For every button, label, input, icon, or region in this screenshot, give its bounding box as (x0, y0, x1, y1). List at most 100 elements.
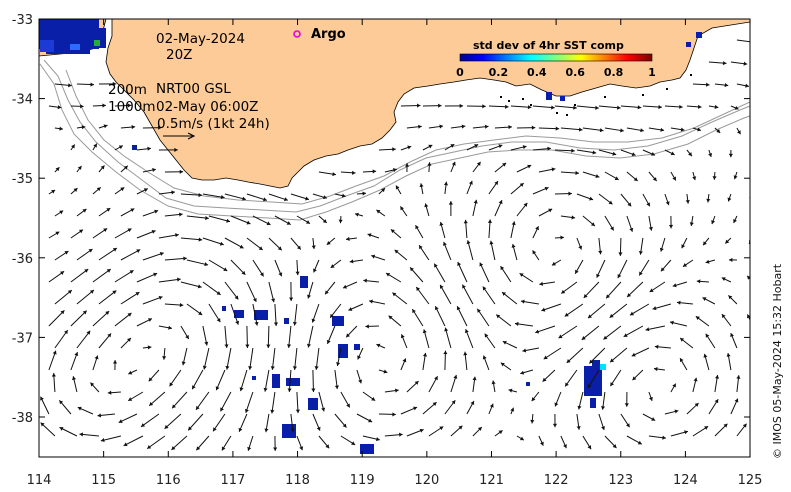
current-vector-head (103, 124, 108, 129)
current-vector-head (601, 426, 605, 431)
current-vector-head (679, 358, 684, 363)
current-vector-head (654, 344, 659, 349)
current-vector-head (703, 241, 707, 246)
current-vector-head (216, 318, 221, 323)
colorbar-tick-label: 0.4 (527, 66, 547, 79)
current-vector-head (106, 208, 111, 212)
current-vector (554, 105, 577, 109)
current-vector-head (712, 176, 717, 180)
current-vector-head (724, 83, 729, 88)
current-vector (70, 310, 88, 327)
current-vector (482, 286, 496, 305)
current-vector-head (541, 307, 546, 312)
current-vector-head (283, 197, 288, 202)
current-vector-head (192, 385, 196, 390)
current-vector-head (55, 231, 60, 236)
current-vector-head (535, 226, 539, 231)
current-vector-head (444, 327, 449, 332)
current-vector-head (715, 375, 720, 379)
current-vector-head (220, 407, 224, 412)
current-vector-head (51, 373, 56, 377)
current-vector-head (693, 377, 698, 382)
current-vector-head (440, 284, 444, 289)
current-vector-head (659, 247, 664, 252)
current-vector-head (290, 428, 295, 433)
longitude-tick-label: 118 (285, 473, 310, 488)
current-vector-head (143, 188, 148, 192)
current-vector (114, 312, 132, 327)
current-vector (476, 308, 490, 327)
current-vector-head (632, 376, 637, 381)
current-vector (180, 237, 203, 241)
current-vector (583, 281, 600, 299)
current-vector (191, 369, 204, 390)
current-vector-head (434, 263, 438, 268)
current-vector-head (238, 427, 243, 432)
current-vector-head (646, 202, 650, 207)
current-vector-head (419, 428, 424, 433)
current-vector-head (82, 208, 87, 213)
current-vector-head (689, 222, 694, 226)
longitude-tick-label: 119 (350, 473, 375, 488)
current-vector-head (610, 382, 615, 387)
current-vector-head (159, 252, 164, 256)
current-vector-head (381, 188, 386, 193)
current-vector-head (216, 291, 221, 295)
current-vector-head (600, 406, 606, 410)
current-vector-head (204, 341, 209, 346)
current-vector-head (179, 302, 184, 308)
current-vector-head (618, 252, 623, 256)
current-vector-head (292, 366, 298, 370)
current-vector (114, 269, 134, 283)
current-vector-head (453, 374, 458, 379)
current-vector (456, 306, 468, 327)
current-vector-head (558, 334, 563, 339)
current-vector (444, 327, 452, 349)
current-vector (626, 281, 644, 298)
current-vector-head (620, 128, 624, 133)
current-vector (759, 425, 766, 436)
date-label: 02-May-2024 (156, 31, 245, 47)
current-vector-head (175, 233, 179, 238)
current-vector-head (402, 358, 407, 363)
current-vector-head (612, 444, 617, 449)
current-vector (587, 369, 600, 389)
current-vector-head (264, 428, 269, 433)
current-vector (230, 259, 246, 276)
current-vector (433, 263, 446, 283)
current-vector (123, 435, 144, 447)
current-vector-head (169, 382, 174, 387)
current-vector-head (400, 206, 405, 211)
current-vector-head (762, 425, 766, 429)
current-vector-head (491, 380, 496, 385)
current-vector-head (470, 401, 475, 406)
current-vector-head (704, 426, 709, 430)
current-vector-head (235, 320, 240, 325)
current-vector-head (733, 219, 737, 224)
current-vector-head (614, 176, 619, 180)
current-vector-head (102, 103, 106, 108)
current-vector-head (123, 165, 128, 170)
current-vector-head (60, 310, 65, 315)
current-vector-head (351, 441, 356, 445)
current-vector (288, 369, 292, 392)
isobath-200m (43, 59, 750, 213)
current-vector (140, 413, 160, 428)
current-vector (195, 391, 210, 411)
current-vector-head (637, 105, 642, 110)
current-vector-head (617, 105, 621, 110)
current-vector-head (74, 352, 79, 357)
current-vector-head (334, 385, 339, 389)
current-vector-head (522, 145, 527, 150)
current-vector (479, 262, 490, 283)
current-vector (558, 325, 578, 339)
current-vector-head (508, 125, 512, 130)
current-vector-head (354, 212, 359, 217)
current-vector (756, 172, 759, 179)
current-vector (560, 127, 583, 131)
current-vector-head (754, 295, 758, 299)
current-vector-head (154, 209, 159, 214)
current-vector-head (311, 388, 316, 392)
current-vector-head (498, 430, 503, 435)
current-vector-head (756, 107, 760, 111)
